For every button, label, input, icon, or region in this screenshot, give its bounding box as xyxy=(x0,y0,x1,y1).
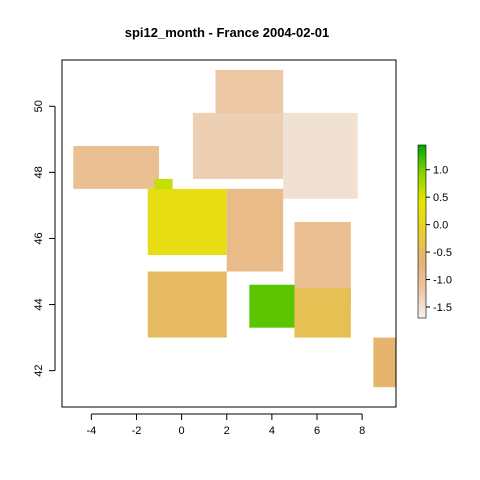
legend-swatch xyxy=(418,165,426,169)
legend-swatch xyxy=(418,303,426,308)
legend-swatch xyxy=(418,243,426,247)
legend-swatch xyxy=(418,150,426,155)
legend-swatch xyxy=(418,205,426,210)
legend-swatch xyxy=(418,194,426,198)
legend-swatch xyxy=(418,147,426,152)
legend-swatch xyxy=(418,173,426,178)
x-tick-label: 6 xyxy=(314,425,320,437)
legend-swatch xyxy=(418,271,426,276)
legend-frame xyxy=(417,144,427,319)
legend-swatch xyxy=(418,251,426,256)
legend-swatch xyxy=(418,219,426,224)
legend-swatch xyxy=(418,315,426,319)
legend-swatch xyxy=(418,234,426,238)
legend-swatch xyxy=(418,292,426,296)
raster-region-centre-west xyxy=(147,188,227,255)
raster-region-northeast xyxy=(283,112,358,199)
legend-swatch xyxy=(418,156,426,161)
legend-swatch xyxy=(418,228,426,233)
x-axis: -4 -2 0 2 4 6 8 xyxy=(86,413,365,437)
legend-swatch xyxy=(418,245,426,250)
x-tick-label: 0 xyxy=(179,425,185,437)
legend-swatch xyxy=(418,300,426,305)
x-tick-label: 8 xyxy=(359,425,365,437)
legend-swatch xyxy=(418,217,426,221)
raster-region-southwest xyxy=(147,271,227,338)
legend-swatch xyxy=(418,294,426,299)
legend-swatch xyxy=(418,231,426,235)
x-tick-label: -2 xyxy=(132,425,142,437)
legend-swatch xyxy=(418,176,426,181)
y-tick-label: 46 xyxy=(33,232,45,244)
y-tick-label: 50 xyxy=(33,100,45,112)
legend-swatch xyxy=(418,170,426,175)
legend-swatch xyxy=(418,168,426,172)
legend-swatch xyxy=(418,237,426,241)
legend-swatch xyxy=(418,182,426,186)
legend-swatch xyxy=(418,188,426,192)
raster-region-corsica xyxy=(373,337,396,388)
legend-swatch xyxy=(418,199,426,204)
plot-frame xyxy=(61,59,397,408)
x-tick-label: 2 xyxy=(224,425,230,437)
legend-swatch xyxy=(418,225,426,230)
raster-layer xyxy=(73,69,396,388)
legend-swatch xyxy=(418,280,426,284)
legend-swatch xyxy=(418,196,426,201)
legend-swatch xyxy=(418,179,426,184)
raster-region-centre xyxy=(226,188,284,272)
legend-swatch xyxy=(418,257,426,261)
legend-swatch xyxy=(418,208,426,212)
y-axis: 42 44 46 48 50 xyxy=(33,100,56,377)
legend-tick-label: -1.5 xyxy=(433,302,452,314)
legend-tick-label: 0.0 xyxy=(433,220,448,232)
legend-swatch xyxy=(418,191,426,195)
chart-title: spi12_month - France 2004-02-01 xyxy=(125,25,329,40)
y-tick-label: 42 xyxy=(33,365,45,377)
raster-region-languedoc-green xyxy=(249,284,295,328)
legend-swatch xyxy=(418,159,426,163)
raster-region-paris-basin xyxy=(192,112,284,179)
legend-swatch xyxy=(418,211,426,215)
legend-swatch xyxy=(418,162,426,166)
legend-swatch xyxy=(418,153,426,158)
raster-region-brittany xyxy=(73,145,160,189)
legend-swatch xyxy=(418,185,426,189)
legend-swatch xyxy=(418,268,426,273)
raster-region-provence xyxy=(294,288,351,338)
legend-tick-label: 1.0 xyxy=(433,165,448,177)
legend-swatch xyxy=(418,145,426,149)
legend-swatch xyxy=(418,274,426,279)
x-tick-label: -4 xyxy=(86,425,96,437)
legend-swatch xyxy=(418,254,426,259)
legend-swatch xyxy=(418,263,426,267)
legend-swatch xyxy=(418,260,426,264)
legend-tick-label: -1.0 xyxy=(433,275,452,287)
legend-swatch xyxy=(418,306,426,310)
legend-swatch xyxy=(418,286,426,290)
legend-swatch xyxy=(418,214,426,218)
legend-swatch xyxy=(418,309,426,313)
legend-swatch xyxy=(418,202,426,207)
legend-swatch xyxy=(418,222,426,227)
y-tick-label: 44 xyxy=(33,298,45,310)
y-tick-label: 48 xyxy=(33,166,45,178)
legend-swatch xyxy=(418,240,426,244)
legend-swatch xyxy=(418,289,426,293)
legend-swatch xyxy=(418,283,426,287)
legend-swatch xyxy=(418,266,426,270)
legend-swatch xyxy=(418,312,426,316)
color-legend: 1.0 0.5 0.0 -0.5 -1.0 -1.5 xyxy=(417,144,452,319)
legend-swatch xyxy=(418,277,426,282)
legend-tick-label: 0.5 xyxy=(433,192,448,204)
legend-swatch xyxy=(418,248,426,253)
legend-tick-label: -0.5 xyxy=(433,247,452,259)
x-tick-label: 4 xyxy=(269,425,275,437)
legend-swatch xyxy=(418,297,426,302)
